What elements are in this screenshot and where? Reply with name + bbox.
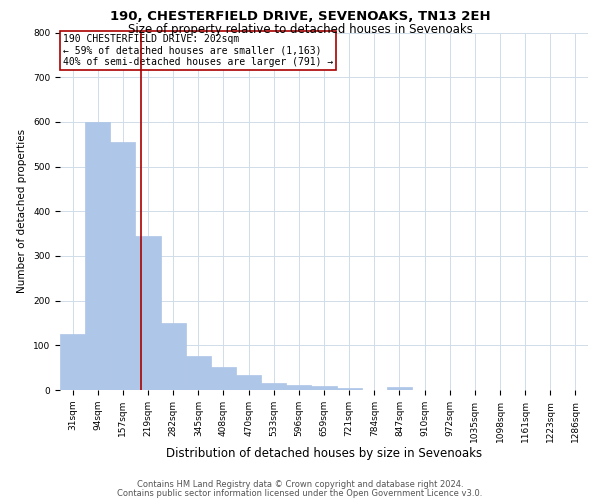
Text: Contains public sector information licensed under the Open Government Licence v3: Contains public sector information licen… [118, 488, 482, 498]
Y-axis label: Number of detached properties: Number of detached properties [17, 129, 28, 294]
Bar [387, 387, 412, 390]
Bar [110, 142, 136, 390]
Bar [261, 384, 286, 390]
Text: 190, CHESTERFIELD DRIVE, SEVENOAKS, TN13 2EH: 190, CHESTERFIELD DRIVE, SEVENOAKS, TN13… [110, 10, 490, 23]
Bar [337, 388, 362, 390]
Bar [211, 367, 236, 390]
Bar [236, 376, 261, 390]
Text: Contains HM Land Registry data © Crown copyright and database right 2024.: Contains HM Land Registry data © Crown c… [137, 480, 463, 489]
Bar [136, 236, 161, 390]
Text: 190 CHESTERFIELD DRIVE: 202sqm
← 59% of detached houses are smaller (1,163)
40% : 190 CHESTERFIELD DRIVE: 202sqm ← 59% of … [62, 34, 333, 68]
Bar [286, 384, 311, 390]
Bar [85, 122, 110, 390]
Bar [60, 334, 85, 390]
X-axis label: Distribution of detached houses by size in Sevenoaks: Distribution of detached houses by size … [166, 448, 482, 460]
Bar [311, 386, 337, 390]
Bar [186, 356, 211, 390]
Bar [161, 323, 186, 390]
Text: Size of property relative to detached houses in Sevenoaks: Size of property relative to detached ho… [128, 22, 472, 36]
